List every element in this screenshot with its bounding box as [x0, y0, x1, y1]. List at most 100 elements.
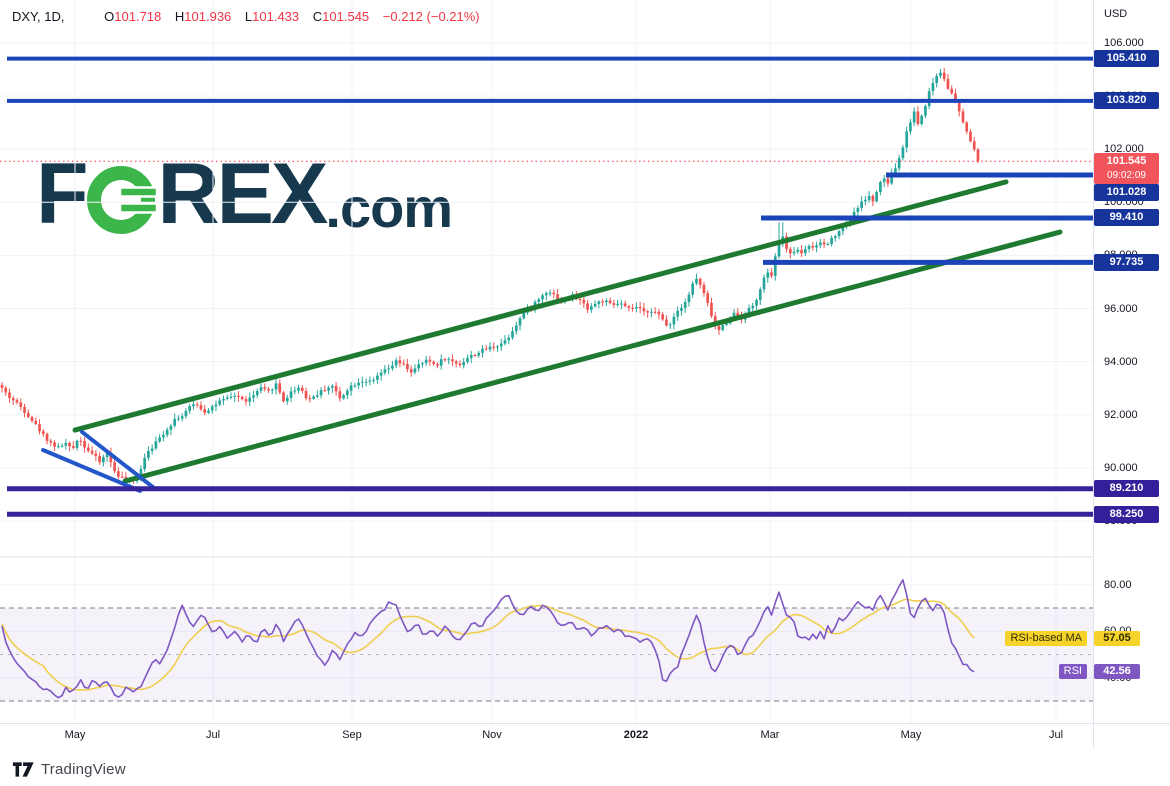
- candle-body: [957, 101, 961, 112]
- candle-body: [308, 398, 312, 400]
- candle-body: [627, 306, 631, 309]
- wedge-b-trendline[interactable]: [80, 429, 156, 490]
- candle-body: [41, 431, 45, 434]
- candle-body: [942, 72, 946, 79]
- candle-body: [954, 93, 957, 102]
- candle-body: [665, 319, 668, 326]
- watermark-letters-rex: REX: [157, 146, 329, 242]
- candle-body: [218, 400, 222, 405]
- candle-body: [822, 242, 826, 245]
- candle-body: [710, 302, 713, 317]
- candle-body: [376, 375, 379, 380]
- candle-body: [518, 318, 522, 326]
- price-axis-tick: 96.000: [1104, 302, 1138, 315]
- bar-countdown: 09:02:09: [1107, 169, 1146, 181]
- candle-body: [90, 450, 94, 454]
- open-value: 101.718: [114, 9, 162, 24]
- candle-body: [676, 310, 680, 317]
- price-level-tag: 103.820: [1094, 92, 1159, 110]
- candle-body: [803, 249, 807, 254]
- candle-body: [826, 244, 830, 246]
- candle-body: [680, 307, 683, 311]
- candle-body: [315, 395, 319, 397]
- candle-body: [86, 447, 90, 451]
- time-axis-tick: Jul: [1048, 729, 1064, 741]
- price-axis-tick: 94.000: [1104, 355, 1138, 368]
- rsi-axis-tick: 80.00: [1104, 578, 1132, 591]
- candle-body: [912, 111, 916, 123]
- price-chart-canvas[interactable]: [0, 0, 1170, 755]
- candle-body: [833, 236, 837, 238]
- candle-body: [507, 337, 511, 341]
- candle-body: [297, 387, 300, 391]
- candle-body: [188, 406, 192, 411]
- symbol-legend[interactable]: DXY, 1D, O101.718 H101.936 L101.433 C101…: [12, 9, 480, 24]
- candle-body: [770, 272, 773, 276]
- candle-body: [909, 122, 912, 132]
- candle-body: [225, 397, 229, 399]
- price-level-tag: 105.410: [1094, 50, 1159, 68]
- candle-body: [792, 251, 796, 254]
- candle-body: [439, 359, 443, 366]
- rsi-ma-line: [1, 598, 975, 691]
- candle-body: [252, 395, 255, 398]
- candle-body: [443, 359, 447, 361]
- candle-body: [871, 195, 875, 202]
- candle-body: [353, 385, 357, 387]
- candle-body: [668, 324, 672, 326]
- rsi-value-tag: 42.56: [1094, 664, 1140, 680]
- candle-body: [458, 363, 462, 366]
- candle-body: [274, 383, 278, 390]
- candle-body: [214, 404, 218, 407]
- candle-body: [383, 369, 387, 373]
- rsi-line: [1, 578, 975, 699]
- candle-body: [229, 396, 233, 398]
- candle-body: [946, 78, 950, 89]
- candle-body: [342, 395, 345, 399]
- candle-body: [800, 249, 803, 254]
- candle-body: [417, 364, 421, 369]
- candle-body: [849, 218, 852, 224]
- candle-body: [601, 301, 604, 303]
- candle-body: [154, 441, 158, 449]
- candle-body: [548, 292, 552, 294]
- candle-body: [623, 303, 627, 307]
- symbol-title: DXY, 1D,: [12, 9, 65, 24]
- candle-body: [83, 441, 86, 448]
- price-axis-tick: 90.000: [1104, 461, 1138, 474]
- candle-body: [79, 440, 83, 442]
- candle-body: [620, 303, 623, 305]
- candle-body: [503, 340, 507, 344]
- candle-body: [931, 83, 935, 92]
- candle-body: [23, 406, 26, 413]
- channel-lower-trendline[interactable]: [122, 229, 1063, 484]
- candle-body: [436, 363, 439, 366]
- candle-body: [102, 457, 105, 463]
- candle-body: [488, 346, 492, 350]
- candle-body: [207, 410, 210, 413]
- time-axis-tick: Nov: [482, 729, 502, 741]
- candle-body: [939, 72, 942, 76]
- candle-body: [706, 293, 710, 303]
- price-axis-tick: 102.000: [1104, 143, 1144, 156]
- candle-body: [721, 325, 725, 331]
- candle-body: [818, 242, 822, 246]
- time-axis-tick: 2022: [623, 729, 649, 741]
- candle-body: [285, 397, 289, 402]
- candle-body: [162, 434, 165, 438]
- candle-body: [270, 389, 274, 391]
- channel-upper-trendline[interactable]: [72, 179, 1009, 433]
- candle-body: [94, 453, 98, 456]
- wedge-a-trendline[interactable]: [41, 448, 142, 493]
- tradingview-branding[interactable]: TradingView: [12, 759, 126, 780]
- candle-body: [203, 409, 207, 413]
- high-value: 101.936: [184, 9, 232, 24]
- candle-body: [927, 91, 931, 107]
- time-axis-tick: Mar: [760, 729, 780, 741]
- candle-body: [856, 207, 860, 212]
- candle-body: [605, 300, 608, 303]
- candle-body: [327, 387, 330, 391]
- candle-body: [4, 387, 8, 393]
- forex-o-logo-icon: [86, 166, 158, 234]
